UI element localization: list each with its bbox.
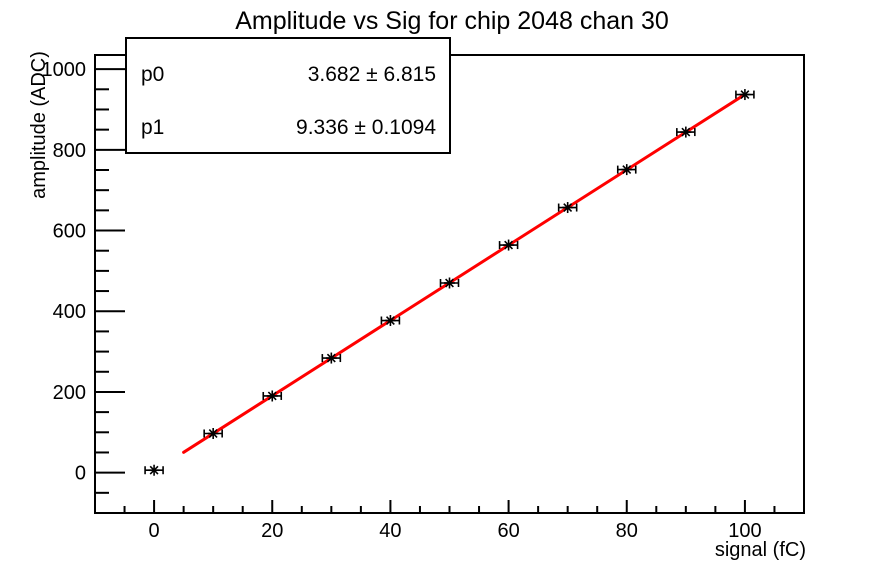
data-point bbox=[439, 277, 460, 289]
fit-line bbox=[182, 92, 747, 454]
y-tick-label: 400 bbox=[53, 301, 86, 323]
asterisk-marker bbox=[385, 316, 395, 325]
stats-box-frame bbox=[125, 37, 451, 154]
asterisk-marker bbox=[504, 240, 514, 250]
x-tick-label: 80 bbox=[616, 520, 638, 542]
y-axis: 0 200 400 600 800 1000 bbox=[42, 59, 125, 514]
x-tick-label: 100 bbox=[728, 520, 761, 542]
asterisk-marker bbox=[445, 278, 454, 288]
stats-p1-value: 9.336 ± 0.1094 bbox=[296, 116, 436, 139]
y-tick-label: 200 bbox=[53, 382, 86, 404]
stats-p0-label: p0 bbox=[141, 63, 164, 86]
asterisk-marker bbox=[267, 391, 277, 401]
asterisk-marker bbox=[740, 90, 750, 100]
data-point bbox=[380, 315, 401, 327]
data-points bbox=[144, 89, 755, 476]
asterisk-marker bbox=[326, 353, 336, 363]
asterisk-marker bbox=[149, 465, 159, 475]
stats-p1-label: p1 bbox=[141, 116, 164, 139]
asterisk-marker bbox=[681, 127, 691, 137]
asterisk-marker bbox=[622, 165, 632, 175]
data-point bbox=[557, 202, 578, 214]
y-tick-label: 800 bbox=[53, 140, 86, 162]
stats-box: p0 3.682 ± 6.815 p1 9.336 ± 0.1094 bbox=[125, 37, 451, 154]
data-point bbox=[676, 126, 696, 138]
y-tick-label: 0 bbox=[75, 463, 86, 485]
stats-p0-value: 3.682 ± 6.815 bbox=[308, 63, 436, 86]
data-point bbox=[616, 164, 637, 176]
data-point bbox=[203, 428, 223, 440]
x-tick-label: 40 bbox=[379, 520, 401, 542]
x-tick-label: 0 bbox=[149, 520, 160, 542]
y-axis-title: amplitude (ADC) bbox=[28, 51, 50, 199]
x-axis: 0 20 40 60 80 100 bbox=[94, 500, 805, 542]
data-point bbox=[144, 464, 164, 476]
y-tick-label: 600 bbox=[53, 221, 86, 243]
asterisk-marker bbox=[563, 203, 573, 212]
data-point bbox=[498, 239, 519, 251]
data-point bbox=[262, 390, 283, 402]
y-tick-label: 1000 bbox=[42, 59, 87, 81]
x-tick-label: 60 bbox=[497, 520, 519, 542]
x-tick-label: 20 bbox=[261, 520, 283, 542]
chart-title: Amplitude vs Sig for chip 2048 chan 30 bbox=[235, 7, 669, 35]
data-point bbox=[321, 352, 342, 364]
data-point bbox=[735, 89, 755, 101]
asterisk-marker bbox=[208, 429, 218, 438]
x-axis-title: signal (fC) bbox=[715, 539, 806, 561]
